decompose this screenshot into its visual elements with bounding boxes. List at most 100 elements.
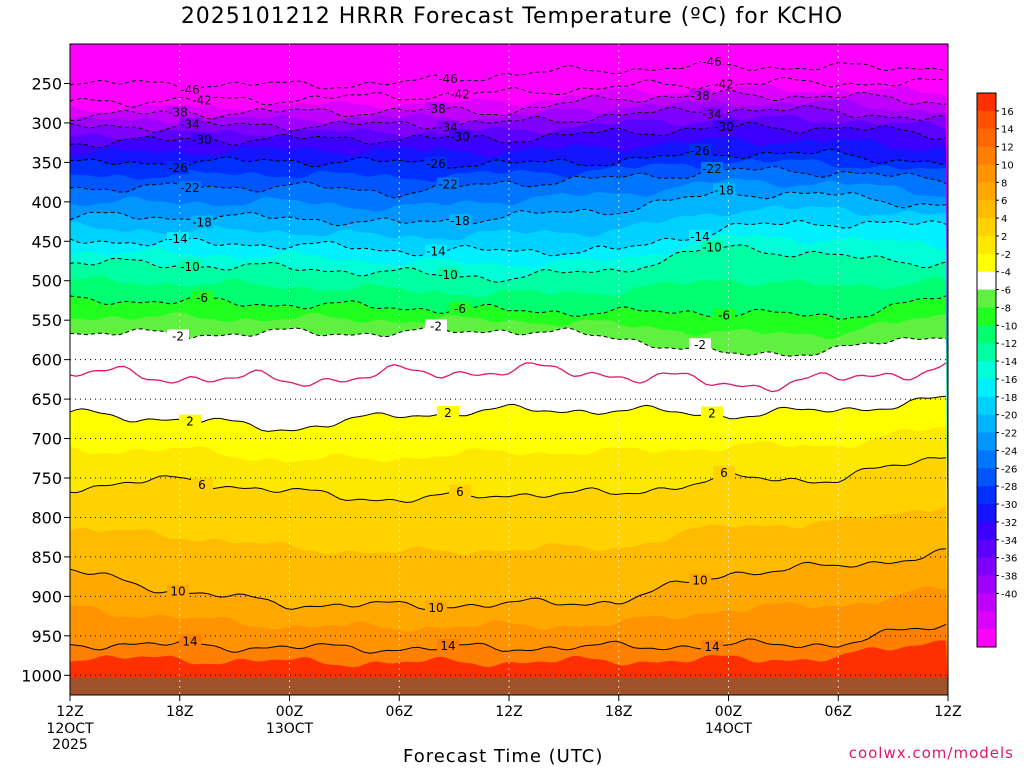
isotherm-label: -2 (694, 338, 706, 352)
isotherm-label-bg (701, 639, 723, 653)
isotherm-label: -26 (426, 157, 446, 171)
isotherm-label: -42 (450, 88, 470, 102)
isotherm-label: -46 (438, 72, 458, 86)
colorbar-swatch (977, 253, 996, 273)
isotherm-label-bg (179, 634, 201, 648)
isotherm-label: -10 (180, 260, 200, 274)
isotherm-label-bg (689, 338, 711, 352)
isotherm-label-bg (167, 584, 189, 598)
colorbar-swatch (977, 629, 996, 648)
isotherm-label: 6 (720, 466, 728, 480)
isotherm-10 (70, 548, 947, 610)
isotherm-label: -46 (702, 55, 722, 69)
colorbar-label: 4 (1001, 214, 1007, 225)
isotherm--2 (70, 325, 947, 357)
isotherm-label-bg (449, 214, 471, 228)
colorbar-swatch (977, 593, 996, 612)
isotherm-label-bg (167, 105, 189, 119)
colorbar-swatch (977, 307, 996, 326)
isotherm-label-bg (425, 600, 447, 614)
x-tick-label: 06Z (386, 704, 413, 720)
colorbar-swatch (977, 146, 996, 165)
isotherm-label: 2 (444, 406, 452, 420)
x-axis-title: Forecast Time (UTC) (403, 746, 604, 767)
isotherm-label-bg (191, 478, 213, 492)
colorbar-swatch (977, 343, 996, 362)
colorbar-swatch (977, 575, 996, 594)
isotherm-label-bg (437, 406, 459, 420)
isotherm-label: -2 (430, 319, 442, 333)
isotherm-label-bg (449, 130, 471, 144)
isotherm-label-bg (713, 308, 735, 322)
y-tick-label: 750 (31, 469, 62, 488)
isotherm-label: -14 (168, 232, 188, 246)
colorbar-label: 8 (1001, 178, 1007, 189)
y-tick-label: 1000 (21, 666, 62, 685)
isotherm-label-bg (167, 161, 189, 175)
x-date-label: 14OCT (705, 721, 753, 737)
y-tick-label: 800 (31, 508, 62, 527)
colorbar-label: -8 (1001, 303, 1011, 314)
colorbar-swatch (977, 200, 996, 219)
colorbar-swatch (977, 235, 996, 255)
colorbar-label: -20 (1001, 411, 1017, 422)
colorbar-label: -40 (1001, 589, 1017, 600)
colorbar-label: -36 (1001, 554, 1017, 565)
colorbar-label: 6 (1001, 196, 1007, 207)
isotherm-label-bg (437, 267, 459, 281)
isotherm-label: -30 (450, 130, 470, 144)
isotherm-label-bg (179, 260, 201, 274)
x-tick-label: 18Z (605, 704, 632, 720)
grid-layer (70, 44, 948, 695)
isotherm-label: -22 (180, 181, 200, 195)
colorbar-label: -28 (1001, 482, 1017, 493)
isotherm-label-bg (191, 215, 213, 229)
isotherm-label: -38 (690, 89, 710, 103)
isotherm-label-bg (191, 93, 213, 107)
isotherm-label: -26 (690, 144, 710, 158)
colorbar-label: -26 (1001, 464, 1017, 475)
x-tick-label: 12Z (56, 704, 83, 720)
colorbar-frame (976, 92, 997, 648)
colorbar-label: -30 (1001, 500, 1017, 511)
colorbar-swatch (977, 432, 996, 451)
colorbar-swatch (977, 325, 996, 344)
isotherm--38 (70, 89, 947, 122)
isotherm-label-bg (179, 117, 201, 131)
isotherm-label-bg (701, 55, 723, 69)
isotherm-label: -38 (168, 106, 188, 120)
colorbar-label: 14 (1001, 125, 1014, 136)
y-tick-label: 950 (31, 627, 62, 646)
isotherm-label-bg (713, 77, 735, 91)
isotherm-label-bg (425, 156, 447, 170)
isotherm-label-bg (425, 319, 447, 333)
isotherm-14 (70, 623, 947, 654)
isotherm--18 (70, 189, 947, 227)
isotherm-label-bg (713, 183, 735, 197)
y-tick-label: 350 (31, 153, 62, 172)
y-tick-label: 850 (31, 548, 62, 567)
isotherm-label-bg (179, 181, 201, 195)
colorbar-swatch (977, 414, 996, 434)
isotherm-label: -10 (702, 241, 722, 255)
isotherm-label-bg (713, 465, 735, 479)
isotherm-label: 2 (186, 415, 194, 429)
isotherm-label: 10 (692, 573, 707, 587)
isotherm-label-bg (701, 240, 723, 254)
isotherm-label: -14 (690, 230, 710, 244)
x-date-label: 13OCT (266, 721, 314, 737)
isotherm-label: 10 (428, 601, 443, 615)
contour-layer: -46-46-46-42 -42-42-38 -38-38-34 -34-34-30-… (70, 55, 947, 654)
credit-link[interactable]: coolwx.com/models (848, 744, 1014, 762)
isotherm--26 (70, 148, 947, 169)
isotherm--10 (70, 244, 947, 283)
isotherm-label-bg (701, 406, 723, 420)
isotherm-label-bg (713, 119, 735, 133)
y-axis: 250 300 350 400 450 500 550 600 650 700 750 800 850 9… (21, 74, 70, 685)
isotherm-label-bg (167, 329, 189, 343)
isotherm-label-bg (689, 144, 711, 158)
isotherm-label: -34 (180, 118, 200, 132)
colorbar-label: 10 (1001, 160, 1014, 171)
colorbar-swatch (977, 468, 996, 487)
colorbar-label: 12 (1001, 143, 1014, 154)
